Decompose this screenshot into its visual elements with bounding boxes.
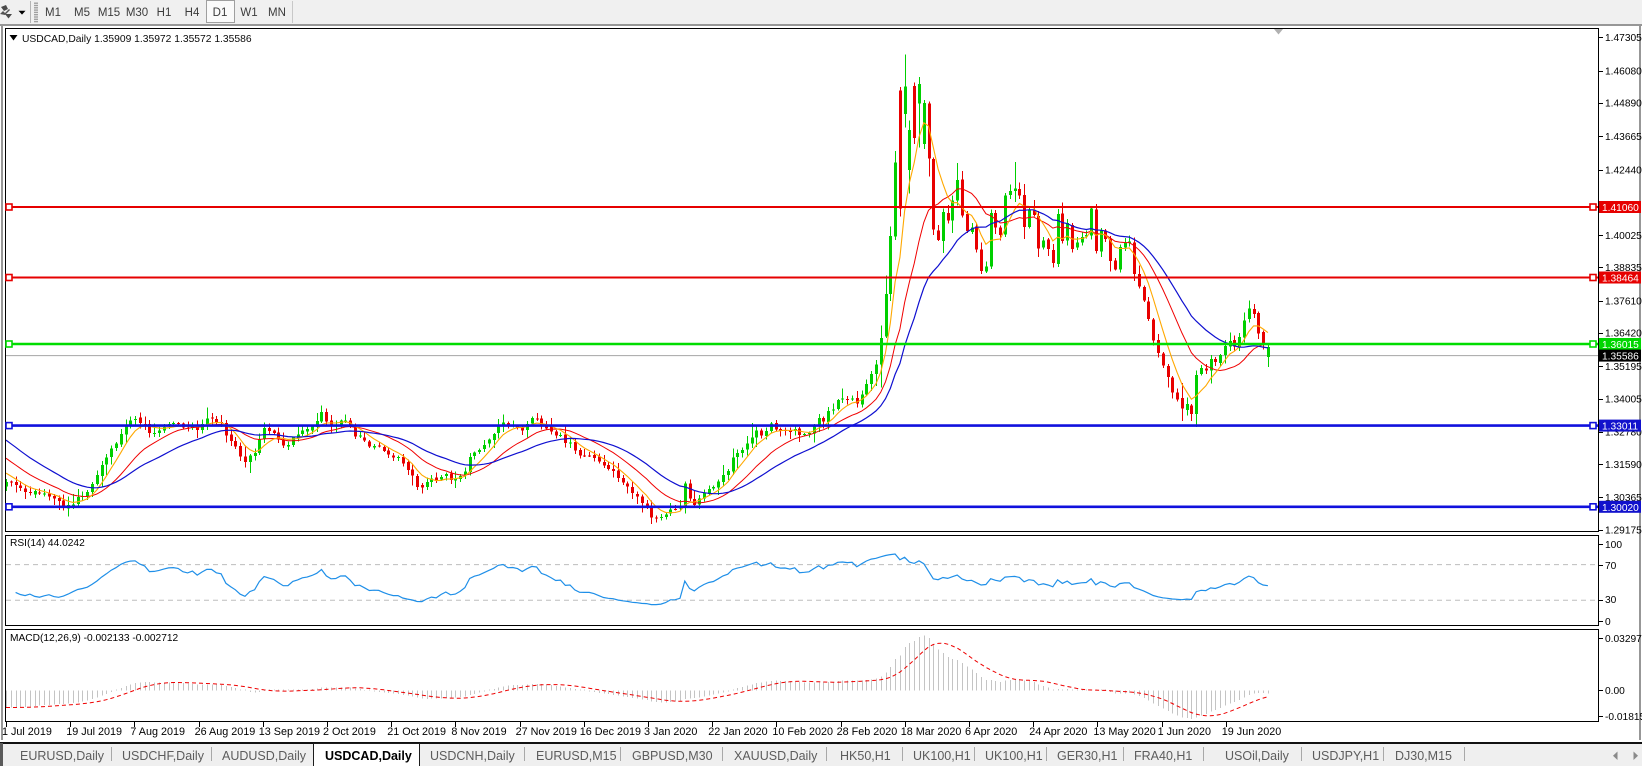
svg-text:1.41060: 1.41060	[1602, 203, 1639, 214]
svg-text:M5: M5	[74, 7, 90, 19]
svg-text:UK100,H1: UK100,H1	[985, 749, 1043, 763]
svg-text:1.30365: 1.30365	[1605, 493, 1642, 504]
svg-text:26 Aug 2019: 26 Aug 2019	[195, 726, 256, 738]
svg-text:1.33011: 1.33011	[1602, 422, 1638, 433]
svg-text:HK50,H1: HK50,H1	[840, 749, 891, 763]
svg-text:1.37610: 1.37610	[1605, 296, 1642, 307]
svg-text:0.00: 0.00	[1605, 686, 1625, 697]
svg-text:1 Jun 2020: 1 Jun 2020	[1158, 726, 1211, 738]
svg-text:1.35195: 1.35195	[1605, 362, 1642, 373]
svg-text:28 Feb 2020: 28 Feb 2020	[837, 726, 898, 738]
svg-text:AUDUSD,Daily: AUDUSD,Daily	[222, 749, 307, 763]
svg-text:DJ30,M15: DJ30,M15	[1395, 749, 1452, 763]
svg-text:70: 70	[1605, 561, 1617, 572]
svg-text:1.40025: 1.40025	[1605, 231, 1642, 242]
svg-text:1.32780: 1.32780	[1605, 428, 1642, 439]
svg-text:UK100,H1: UK100,H1	[913, 749, 971, 763]
svg-text:19 Jun 2020: 19 Jun 2020	[1222, 726, 1281, 738]
svg-text:1 Jul 2019: 1 Jul 2019	[2, 726, 52, 738]
svg-text:MN: MN	[268, 7, 286, 19]
svg-text:USDCNH,Daily: USDCNH,Daily	[430, 749, 515, 763]
svg-text:10 Feb 2020: 10 Feb 2020	[772, 726, 833, 738]
svg-text:100: 100	[1605, 540, 1622, 551]
svg-text:0: 0	[1605, 617, 1611, 628]
svg-text:H4: H4	[185, 7, 200, 19]
svg-text:M15: M15	[98, 7, 120, 19]
svg-text:1.38835: 1.38835	[1605, 263, 1642, 274]
svg-text:16 Dec 2019: 16 Dec 2019	[580, 726, 641, 738]
svg-text:FRA40,H1: FRA40,H1	[1134, 749, 1192, 763]
svg-text:EURUSD,M15: EURUSD,M15	[536, 749, 617, 763]
svg-text:1.36015: 1.36015	[1602, 340, 1639, 351]
svg-text:13 Sep 2019: 13 Sep 2019	[259, 726, 320, 738]
svg-text:1.43665: 1.43665	[1605, 132, 1642, 143]
svg-text:1.42440: 1.42440	[1605, 165, 1642, 176]
svg-text:USDJPY,H1: USDJPY,H1	[1312, 749, 1379, 763]
svg-text:1.44890: 1.44890	[1605, 99, 1642, 110]
svg-text:-0.018154: -0.018154	[1605, 712, 1642, 723]
svg-text:3 Jan 2020: 3 Jan 2020	[644, 726, 697, 738]
svg-text:USDCAD,Daily 1.35909 1.35972: USDCAD,Daily 1.35909 1.35972 1.35572 1.3…	[22, 34, 252, 45]
svg-text:7 Aug 2019: 7 Aug 2019	[130, 726, 185, 738]
svg-text:1.34005: 1.34005	[1605, 394, 1642, 405]
svg-text:H1: H1	[157, 7, 172, 19]
svg-text:USDCHF,Daily: USDCHF,Daily	[122, 749, 205, 763]
svg-text:30: 30	[1605, 595, 1617, 606]
svg-text:USDCAD,Daily: USDCAD,Daily	[325, 749, 412, 763]
svg-text:D1: D1	[213, 7, 228, 19]
svg-text:EURUSD,Daily: EURUSD,Daily	[20, 749, 105, 763]
svg-text:0.032972: 0.032972	[1605, 634, 1642, 645]
svg-text:2 Oct 2019: 2 Oct 2019	[323, 726, 376, 738]
svg-text:M30: M30	[126, 7, 148, 19]
svg-text:6 Apr 2020: 6 Apr 2020	[965, 726, 1017, 738]
svg-text:XAUUSD,Daily: XAUUSD,Daily	[734, 749, 818, 763]
svg-text:24 Apr 2020: 24 Apr 2020	[1029, 726, 1087, 738]
svg-text:13 May 2020: 13 May 2020	[1093, 726, 1155, 738]
svg-text:1.35586: 1.35586	[1602, 352, 1639, 363]
svg-text:1.36420: 1.36420	[1605, 329, 1642, 340]
svg-text:MACD(12,26,9) -0.002133 -0.002: MACD(12,26,9) -0.002133 -0.002712	[10, 633, 179, 644]
svg-text:1.47305: 1.47305	[1605, 33, 1642, 44]
svg-text:18 Mar 2020: 18 Mar 2020	[901, 726, 962, 738]
svg-text:8 Nov 2019: 8 Nov 2019	[451, 726, 506, 738]
svg-text:USOil,Daily: USOil,Daily	[1225, 749, 1290, 763]
svg-text:1.31590: 1.31590	[1605, 460, 1642, 471]
svg-text:19 Jul 2019: 19 Jul 2019	[66, 726, 122, 738]
svg-text:W1: W1	[240, 7, 257, 19]
svg-text:1.29175: 1.29175	[1605, 525, 1642, 536]
svg-text:22 Jan 2020: 22 Jan 2020	[708, 726, 767, 738]
svg-text:21 Oct 2019: 21 Oct 2019	[387, 726, 446, 738]
svg-text:27 Nov 2019: 27 Nov 2019	[516, 726, 577, 738]
svg-text:1.46080: 1.46080	[1605, 66, 1642, 77]
svg-text:GER30,H1: GER30,H1	[1057, 749, 1117, 763]
svg-text:1.38464: 1.38464	[1602, 274, 1639, 285]
svg-text:M1: M1	[45, 7, 61, 19]
svg-text:RSI(14) 44.0242: RSI(14) 44.0242	[10, 538, 85, 549]
svg-text:GBPUSD,M30: GBPUSD,M30	[632, 749, 713, 763]
svg-text:1.30020: 1.30020	[1602, 503, 1639, 514]
